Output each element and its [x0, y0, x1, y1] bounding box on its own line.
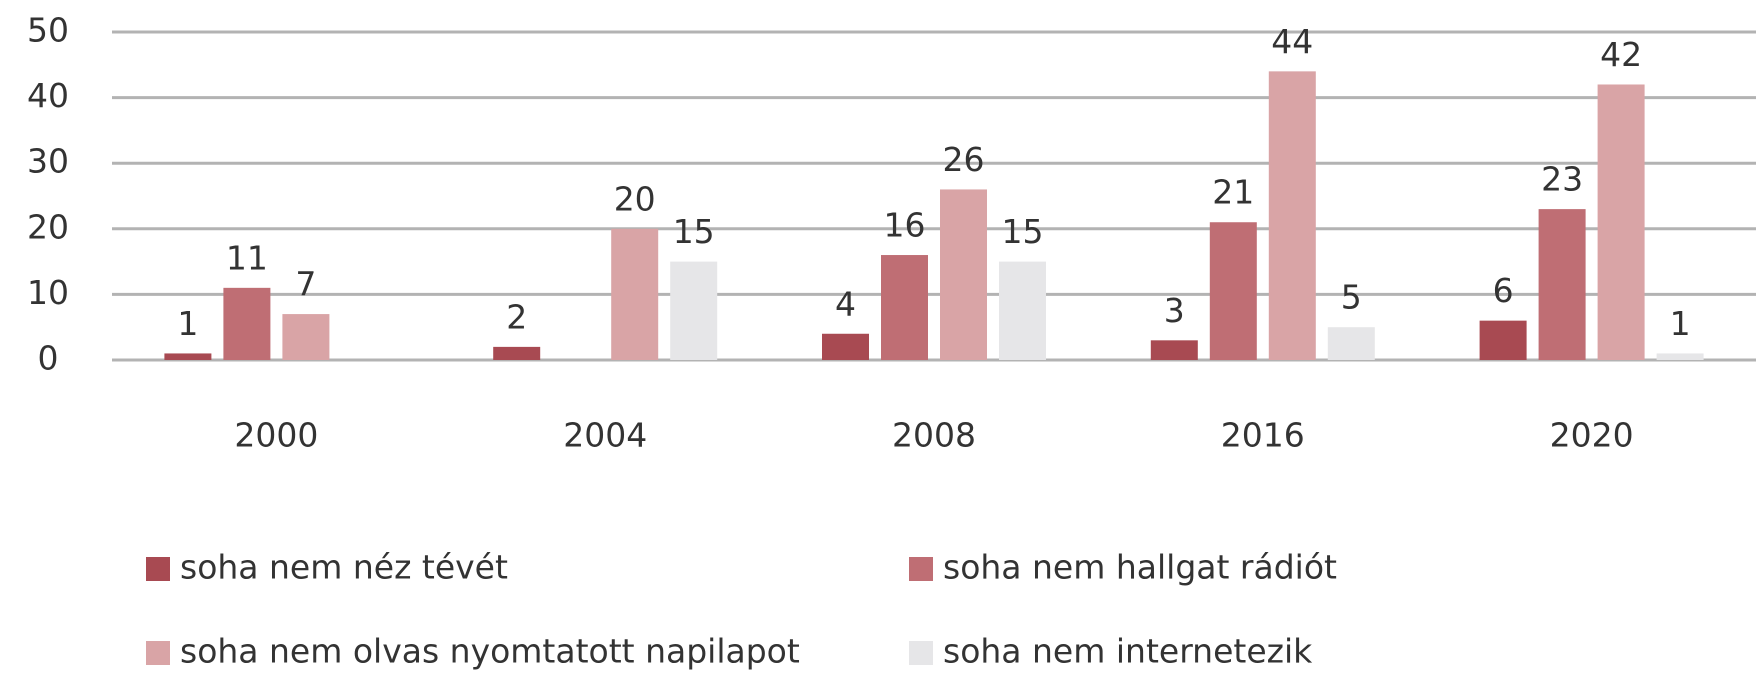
- bar: [1150, 340, 1198, 360]
- bar: [611, 228, 659, 360]
- bar: [493, 346, 541, 360]
- bar: [1209, 222, 1257, 360]
- data-label: 20: [614, 179, 656, 218]
- bar: [1327, 327, 1375, 360]
- x-tick-label: 2020: [1550, 416, 1634, 455]
- legend-swatch: [909, 557, 933, 581]
- bar: [881, 255, 928, 360]
- y-tick-label: 20: [27, 207, 69, 246]
- bar: [1479, 320, 1527, 360]
- data-label: 5: [1341, 278, 1362, 317]
- legend-swatch: [146, 557, 170, 581]
- bar: [1268, 71, 1316, 361]
- bar: [1656, 353, 1704, 360]
- data-label: 11: [226, 238, 268, 277]
- y-tick-label: 10: [27, 273, 69, 312]
- bar: [822, 333, 869, 360]
- bar: [1538, 209, 1586, 360]
- data-label: 7: [295, 265, 316, 304]
- data-label: 2: [506, 297, 527, 336]
- x-tick-label: 2008: [892, 416, 976, 455]
- legend-swatch: [146, 641, 170, 665]
- bar: [1597, 84, 1645, 360]
- data-label: 3: [1164, 291, 1185, 330]
- data-label: 1: [1670, 304, 1691, 343]
- bar: [670, 261, 718, 360]
- data-label: 6: [1493, 271, 1514, 310]
- data-label: 15: [673, 212, 715, 251]
- data-label: 23: [1541, 160, 1583, 199]
- x-tick-label: 2000: [234, 416, 318, 455]
- x-tick-label: 2016: [1221, 416, 1305, 455]
- y-tick-label: 30: [27, 142, 69, 181]
- legend-label: soha nem néz tévét: [180, 548, 508, 587]
- bar: [164, 353, 212, 360]
- x-tick-label: 2004: [563, 416, 647, 455]
- data-label: 44: [1271, 22, 1313, 61]
- data-label: 26: [943, 140, 985, 179]
- data-label: 16: [884, 206, 926, 245]
- data-label: 15: [1002, 212, 1044, 251]
- bar: [999, 261, 1046, 360]
- data-label: 1: [177, 304, 198, 343]
- bar: [282, 314, 330, 360]
- data-label: 42: [1600, 35, 1642, 74]
- legend-label: soha nem internetezik: [943, 632, 1313, 671]
- y-tick-label: 50: [27, 11, 69, 50]
- legend-swatch: [909, 641, 933, 665]
- bar: [940, 189, 987, 360]
- legend-label: soha nem olvas nyomtatott napilapot: [180, 632, 800, 671]
- data-label: 21: [1212, 173, 1254, 212]
- bar: [223, 287, 271, 360]
- y-tick-label: 0: [38, 339, 59, 378]
- y-tick-label: 40: [27, 76, 69, 115]
- legend-label: soha nem hallgat rádiót: [943, 548, 1337, 587]
- data-label: 4: [835, 284, 856, 323]
